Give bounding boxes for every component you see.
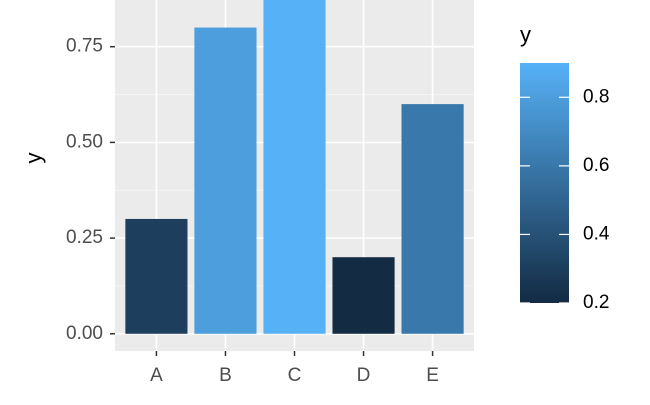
legend-title: y xyxy=(520,22,531,47)
y-tick-label: 0.75 xyxy=(66,36,103,57)
bar xyxy=(332,257,395,334)
legend-label: 0.2 xyxy=(583,292,609,313)
bar xyxy=(263,0,326,334)
y-tick-label: 0.25 xyxy=(66,227,103,248)
x-tick-label: C xyxy=(288,365,302,386)
bar xyxy=(401,104,464,334)
legend-label: 0.8 xyxy=(583,86,609,107)
legend-label: 0.4 xyxy=(583,223,610,244)
x-tick-label: A xyxy=(150,365,163,386)
y-axis-label: y xyxy=(21,153,46,164)
x-tick-label: D xyxy=(357,365,371,386)
x-tick-label: B xyxy=(219,365,232,386)
x-tick-label: E xyxy=(426,365,439,386)
colorbar xyxy=(520,63,569,303)
y-tick-label: 0.50 xyxy=(66,131,103,152)
legend-label: 0.6 xyxy=(583,155,609,176)
bar xyxy=(194,27,257,334)
plot-area xyxy=(115,0,474,351)
y-tick-label: 0.00 xyxy=(66,323,103,344)
bar xyxy=(125,218,188,334)
